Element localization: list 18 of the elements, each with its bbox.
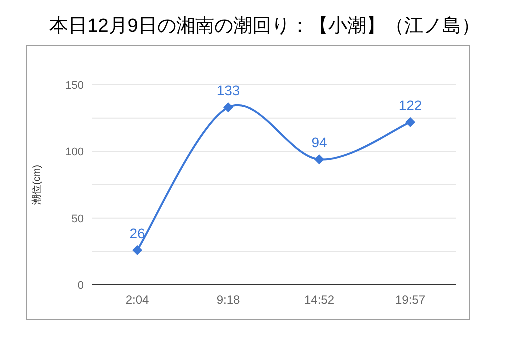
y-tick-label: 100 — [66, 146, 84, 159]
y-tick-label: 0 — [78, 280, 84, 292]
x-tick-label: 9:18 — [216, 293, 240, 307]
data-label: 122 — [398, 97, 422, 114]
point — [132, 245, 142, 256]
chart-title: 本日12月9日の湘南の潮回り：【小潮】（江ノ島） — [50, 16, 480, 37]
point — [224, 102, 234, 113]
point — [406, 117, 416, 128]
data-label: 94 — [312, 134, 328, 151]
y-tick-label: 150 — [66, 80, 84, 92]
y-axis-title: 潮位(cm) — [31, 165, 43, 205]
point — [314, 154, 324, 165]
x-tick-label: 14:52 — [304, 293, 335, 307]
data-label: 26 — [130, 225, 146, 242]
x-tick-label: 2:04 — [126, 293, 150, 307]
x-tick-label: 19:57 — [395, 293, 426, 307]
data-label: 133 — [216, 82, 240, 99]
y-tick-label: 50 — [72, 213, 84, 226]
